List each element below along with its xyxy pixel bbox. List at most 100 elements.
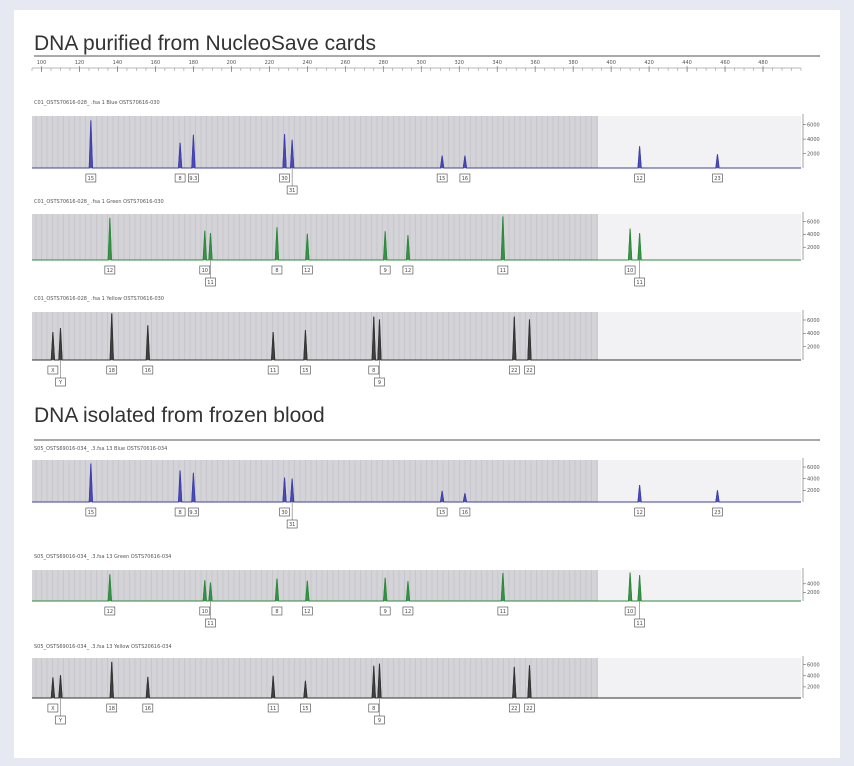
y-axis-tick-label: 2000 [807,344,820,350]
allele-call-label: 30 [281,176,287,182]
allele-call-box [634,277,645,287]
allele-call-label: 11 [500,268,506,274]
peak [305,233,310,261]
peak [107,574,112,602]
allele-call-label: 18 [109,368,115,374]
allele-call-box [436,173,448,183]
y-axis-tick-label: 4000 [807,232,820,238]
size-axis-tick-label: 200 [227,60,237,66]
size-axis-tick-label: 260 [341,60,351,66]
peak [512,666,517,699]
allele-call-box [47,703,59,713]
allele-call-box [300,365,311,375]
allele-call-box [106,703,118,713]
allele-call-box [279,507,290,517]
peak [405,235,411,261]
allele-call-box [497,606,509,616]
allele-call-box [188,507,199,517]
allele-call-label: 8 [179,176,182,182]
allele-call-box [379,606,391,616]
y-axis-tick-label: 4000 [807,582,820,588]
peak [371,665,376,699]
allele-call-label: 10 [202,609,208,615]
allele-call-box [279,173,290,183]
allele-call-label: 9 [378,380,381,386]
allele-call-label: X [51,368,55,374]
peak [405,581,411,602]
allele-call-label: 15 [439,176,445,182]
panel-title: C01_OSTS70616-028_ .fsa 1 Yellow OSTS706… [34,296,164,302]
allele-call-label: 8 [372,368,375,374]
allele-call-box [524,703,535,713]
size-axis-tick-label: 300 [416,60,426,66]
allele-call-label: 12 [304,609,310,615]
allele-call-box [267,365,279,375]
allele-call-box [374,377,385,387]
y-axis-tick-label: 6000 [807,662,820,668]
y-axis-tick-label: 4000 [807,331,820,337]
size-axis-tick-label: 440 [682,60,692,66]
allele-call-box [379,265,391,275]
allele-call-box [634,618,645,628]
allele-call-label: 18 [109,706,115,712]
allele-call-label: 10 [627,609,633,615]
allele-call-box [286,519,298,529]
allele-call-label: 12 [405,609,411,615]
allele-call-box [634,507,645,517]
peak [715,490,720,503]
peak [177,142,183,169]
size-axis-tick-label: 240 [303,60,313,66]
allele-call-label: 8 [275,268,278,274]
peak [303,680,308,699]
allele-call-box [55,377,66,387]
allele-call-label: Y [58,718,63,724]
peak [88,120,93,169]
electropherogram-panel: C01_OSTS70616-028_ .fsa 1 Blue OSTS70616… [32,100,820,195]
panel-title: C01_OSTS70616-028_ .fsa 1 Blue OSTS70616… [34,100,160,106]
peak [271,331,276,361]
allele-call-label: 12 [636,510,642,516]
panel-title: S05_OSTS69016-034_ .3.fsa 13 Blue OSTS70… [34,446,167,452]
unbinned-area [598,214,801,260]
allele-call-label: Y [58,380,63,386]
allele-call-box [712,173,723,183]
size-axis-tick-label: 140 [113,60,123,66]
allele-call-box [624,265,636,275]
panel-title: S05_OSTS69016-034_ .3.fsa 13 Yellow OSTS… [34,644,172,650]
allele-call-label: 15 [439,510,445,516]
allele-call-label: 12 [304,268,310,274]
allele-call-box [436,507,448,517]
allele-bin-area [32,570,598,601]
peak [512,316,517,361]
allele-call-label: 15 [302,706,308,712]
allele-call-label: 11 [636,621,642,627]
peak [274,227,280,261]
allele-call-box [368,703,380,713]
peak [50,331,56,361]
peak [462,493,468,503]
allele-call-box [302,265,313,275]
peak [145,325,150,361]
allele-call-label: 15 [302,368,308,374]
peak [303,329,308,361]
peak [202,230,207,261]
allele-call-label: 11 [270,706,276,712]
allele-call-box [104,606,116,616]
electropherogram-panel: S05_OSTS69016-034_ .3.fsa 13 Yellow OSTS… [32,644,820,725]
size-axis-tick-label: 400 [606,60,616,66]
allele-call-box [624,606,636,616]
allele-call-box [286,185,298,195]
allele-call-label: 16 [145,706,151,712]
peak [383,231,388,261]
allele-call-box [174,507,186,517]
allele-bin-area [32,214,598,260]
section-title-nucleosave: DNA purified from NucleoSave cards [34,32,376,55]
allele-call-label: X [51,706,55,712]
y-axis-tick-label: 2000 [807,245,820,251]
electropherogram-panel: C01_OSTS70616-028_ .fsa 1 Green OSTS7061… [32,199,820,287]
allele-call-label: 11 [207,621,213,627]
peak [715,154,720,169]
allele-call-label: 11 [636,280,642,286]
unbinned-area [598,116,801,168]
allele-call-box [374,715,385,725]
